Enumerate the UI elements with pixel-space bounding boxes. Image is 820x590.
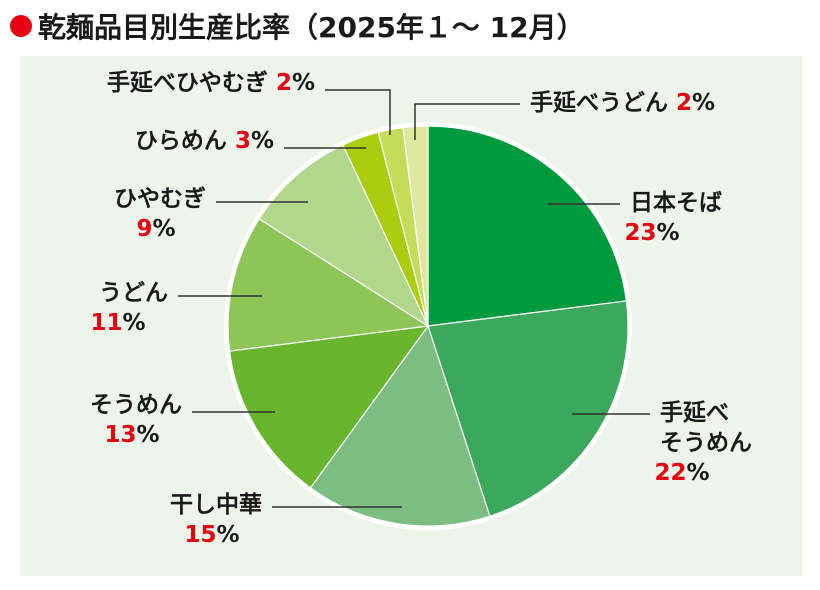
slice-label: そうめん [90,392,182,418]
slice-value-label: 11% [90,310,145,336]
pie-slice [258,144,430,328]
slice-label: 干し中華 [170,491,262,518]
slice-value-label: 23% [624,220,679,246]
red-bullet-icon [10,15,32,37]
slice-label: 日本そば [630,190,722,216]
slice-value-label: 2 [276,70,292,96]
leader-line [325,89,391,135]
slice-value-label: 9% [136,216,175,242]
slice-label: ひらめん 3% [135,128,274,154]
slice-value-label: 3 [235,128,251,154]
slice-label: 手延べ [660,400,729,426]
slice-label: うどん [99,280,168,306]
pie-slice [427,300,629,517]
pie-slice [228,325,430,489]
slice-label: そうめん [660,430,752,456]
chart-title-text: 乾麺品目別生産比率（2025年１～ 12月） [38,11,585,44]
slice-value-label: 22% [654,460,709,486]
slice-label: 手延べうどん 2% [530,90,715,116]
slice-label: ひやむぎ [114,185,206,212]
chart-title: 乾麺品目別生産比率（2025年１～ 12月） [10,6,585,46]
pie-slice [227,218,430,352]
pie-slice [427,125,628,327]
slice-label: 手延べひやむぎ 2% [107,69,315,96]
pie-slice [309,324,491,527]
leader-line [414,103,520,140]
slice-value-label: 15% [184,522,239,548]
slice-value-label: 2 [676,90,692,116]
slice-value-label: 13% [104,422,159,448]
